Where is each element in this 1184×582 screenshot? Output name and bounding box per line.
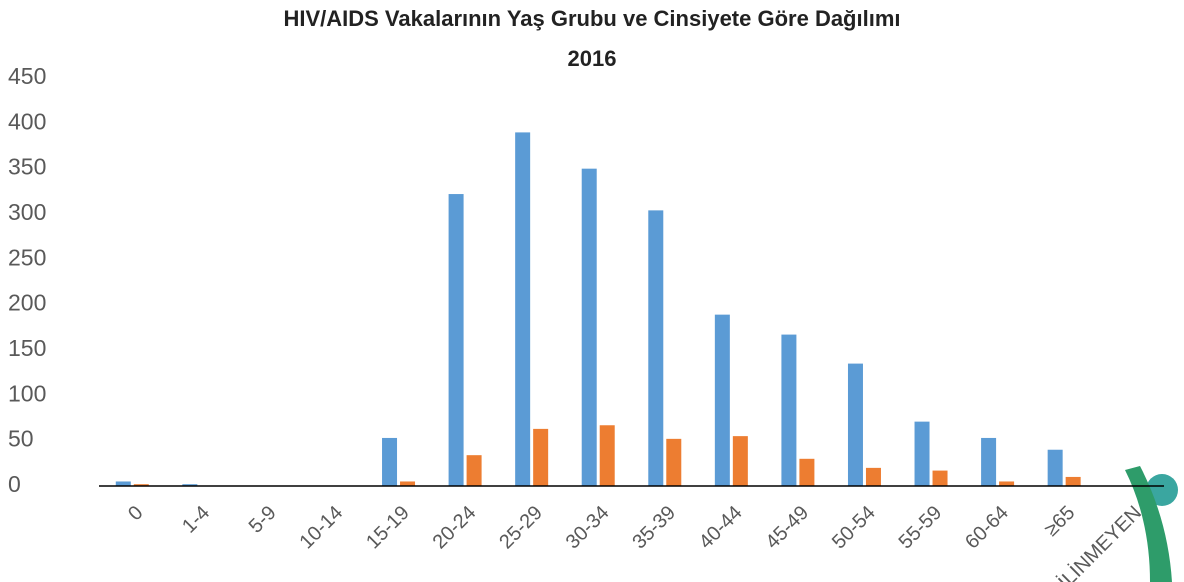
x-tick-label: 15-19 (362, 502, 414, 554)
bar (714, 314, 730, 486)
bar (1065, 476, 1081, 486)
bar (466, 455, 482, 486)
x-tick-label: 10-14 (296, 502, 348, 554)
logo (1125, 466, 1178, 582)
bar (115, 481, 131, 486)
y-tick-label: 300 (8, 199, 46, 225)
x-tick-label: 5-9 (245, 502, 281, 538)
x-tick-label: 60-64 (961, 502, 1013, 554)
bar (133, 484, 149, 486)
x-tick-label: 50-54 (828, 502, 880, 554)
x-tick-label: 55-59 (895, 502, 947, 554)
y-tick-label: 100 (8, 380, 46, 406)
bar (666, 438, 682, 486)
chart-title: HIV/AIDS Vakalarının Yaş Grubu ve Cinsiy… (283, 6, 900, 31)
y-tick-label: 50 (8, 426, 34, 452)
bar (932, 470, 948, 486)
bar (732, 436, 748, 486)
bar (847, 363, 863, 486)
x-tick-label: 20-24 (429, 502, 481, 554)
x-tick-label: 40-44 (695, 502, 747, 554)
bar (382, 437, 398, 486)
chart-subtitle: 2016 (568, 46, 617, 71)
bar (448, 194, 464, 486)
y-tick-label: 450 (8, 63, 46, 89)
bar (799, 458, 815, 486)
bar (648, 210, 664, 486)
bar (182, 484, 198, 486)
bar (914, 421, 930, 486)
y-tick-label: 250 (8, 244, 46, 270)
x-tick-label: 25-29 (495, 502, 547, 554)
x-tick-label: 30-34 (562, 502, 614, 554)
y-tick-label: 200 (8, 290, 46, 316)
bar (999, 481, 1015, 486)
x-tick-label: 1-4 (178, 502, 214, 538)
bar (515, 132, 531, 486)
x-tick-label: 45-49 (761, 502, 813, 554)
bar (400, 481, 416, 486)
y-tick-label: 0 (8, 471, 21, 497)
bar (981, 437, 997, 486)
y-tick-label: 400 (8, 108, 46, 134)
bar (533, 428, 549, 486)
y-tick-label: 150 (8, 335, 46, 361)
bar (781, 334, 797, 486)
bar (865, 467, 881, 486)
bar (581, 168, 597, 486)
x-tick-label: ≥65 (1040, 502, 1079, 541)
x-tick-label: 35-39 (628, 502, 680, 554)
x-tick-label: 0 (124, 502, 147, 525)
y-tick-label: 350 (8, 154, 46, 180)
bar (1047, 449, 1063, 486)
bar (599, 425, 615, 486)
